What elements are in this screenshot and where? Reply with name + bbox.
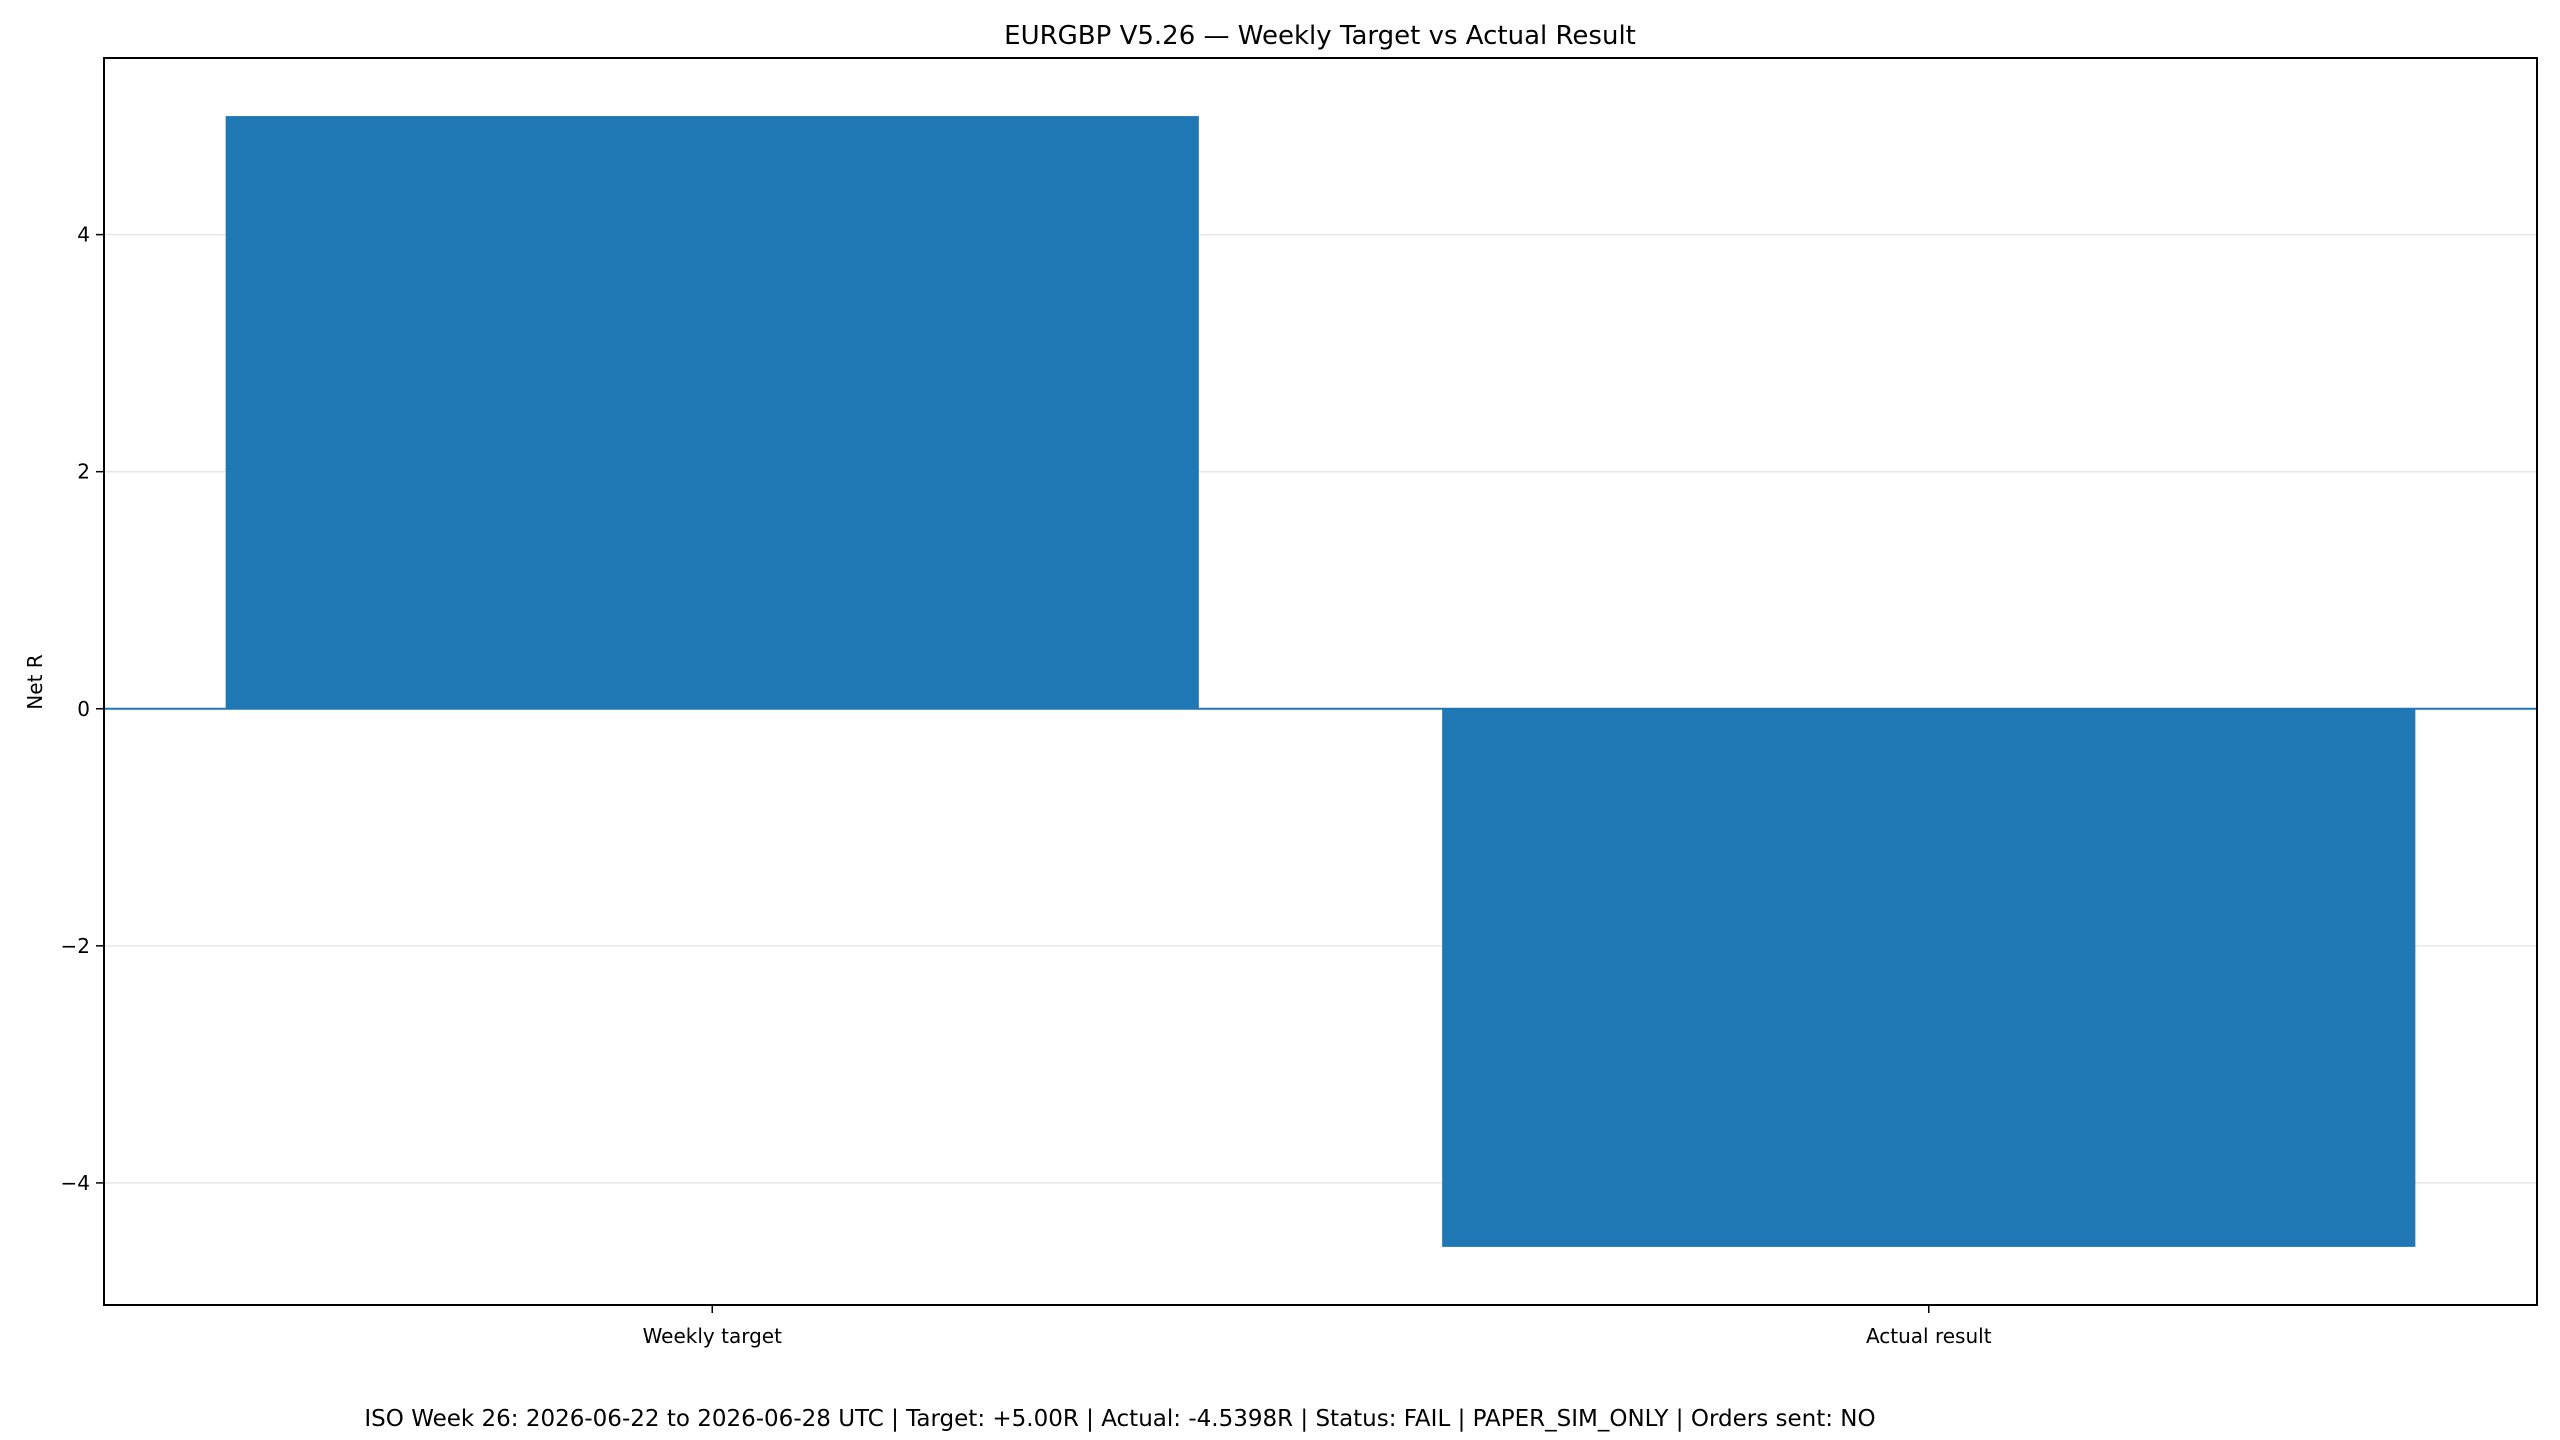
bar-actual-result	[1442, 708, 2416, 1247]
chart-title: EURGBP V5.26 — Weekly Target vs Actual R…	[1004, 21, 1636, 51]
bar-weekly-target	[225, 116, 1199, 709]
y-tick-label: −2	[61, 934, 90, 958]
chart-footnote: ISO Week 26: 2026-06-22 to 2026-06-28 UT…	[364, 1406, 1875, 1432]
y-axis-title: Net R	[23, 654, 47, 709]
y-tick-label: 4	[77, 223, 90, 247]
plot-frame	[103, 57, 2538, 1306]
x-tick-label: Actual result	[1866, 1324, 1992, 1348]
plot-area: 4 2 0 −2 −4 Weekly target Actual result	[61, 57, 2538, 1348]
y-tick-label: 2	[77, 460, 90, 484]
x-tick-label: Weekly target	[643, 1324, 783, 1348]
y-tick-label: −4	[61, 1171, 90, 1195]
y-tick-label: 0	[77, 697, 90, 721]
